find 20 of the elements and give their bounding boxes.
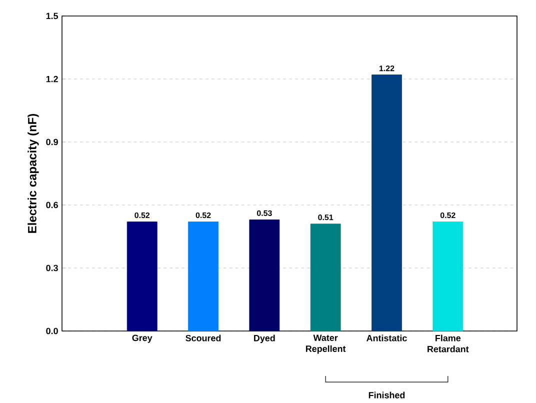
- y-tick-label: 1.5: [46, 12, 58, 20]
- bar: [372, 74, 402, 332]
- bar: [432, 222, 464, 332]
- bar: [310, 224, 341, 332]
- bar: [188, 222, 218, 332]
- x-tick-label: Water Repellent: [306, 334, 346, 354]
- x-tick-label: Grey: [132, 334, 152, 343]
- y-tick-label: 0.3: [46, 264, 58, 272]
- x-tick-label: Flame Retardant: [428, 334, 469, 352]
- y-tick-label: 0.6: [46, 202, 58, 208]
- x-tick-label: Dyed: [254, 334, 275, 344]
- y-tick-label: 0.0: [46, 328, 58, 334]
- bar: [249, 220, 280, 332]
- y-tick-label: 0.9: [46, 138, 58, 146]
- y-tick-label: 1.2: [46, 76, 58, 82]
- text: Finished: [368, 392, 405, 398]
- bar: [126, 222, 158, 332]
- y-axis-title: Electric capacity (nF): [28, 114, 39, 233]
- x-tick-label: Scoured: [186, 334, 221, 342]
- x-tick-label: Antistatic: [366, 334, 407, 342]
